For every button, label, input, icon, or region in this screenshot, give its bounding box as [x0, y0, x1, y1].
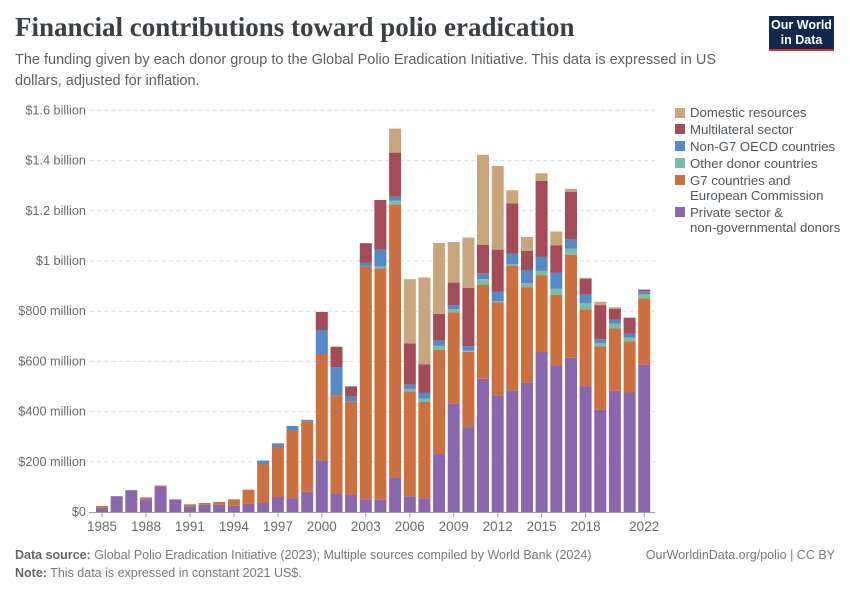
svg-text:2006: 2006	[395, 519, 425, 534]
svg-text:$600 million: $600 million	[18, 354, 86, 368]
svg-text:$800 million: $800 million	[18, 304, 86, 318]
svg-text:1997: 1997	[263, 519, 293, 534]
svg-text:1988: 1988	[131, 519, 161, 534]
svg-text:$1.6 billion: $1.6 billion	[25, 103, 86, 117]
svg-text:1985: 1985	[87, 519, 117, 534]
svg-text:$400 million: $400 million	[18, 405, 86, 419]
svg-text:2009: 2009	[439, 519, 469, 534]
svg-text:2000: 2000	[307, 519, 337, 534]
svg-text:$1.2 billion: $1.2 billion	[25, 204, 86, 218]
svg-text:1991: 1991	[175, 519, 205, 534]
svg-text:2003: 2003	[351, 519, 381, 534]
svg-text:$1.4 billion: $1.4 billion	[25, 154, 86, 168]
svg-text:2018: 2018	[571, 519, 601, 534]
svg-text:$0: $0	[72, 505, 86, 519]
svg-text:2012: 2012	[483, 519, 513, 534]
svg-text:$1 billion: $1 billion	[36, 254, 86, 268]
svg-text:2022: 2022	[629, 519, 659, 534]
svg-text:1994: 1994	[219, 519, 250, 534]
svg-text:$200 million: $200 million	[18, 455, 86, 469]
svg-text:2015: 2015	[527, 519, 557, 534]
